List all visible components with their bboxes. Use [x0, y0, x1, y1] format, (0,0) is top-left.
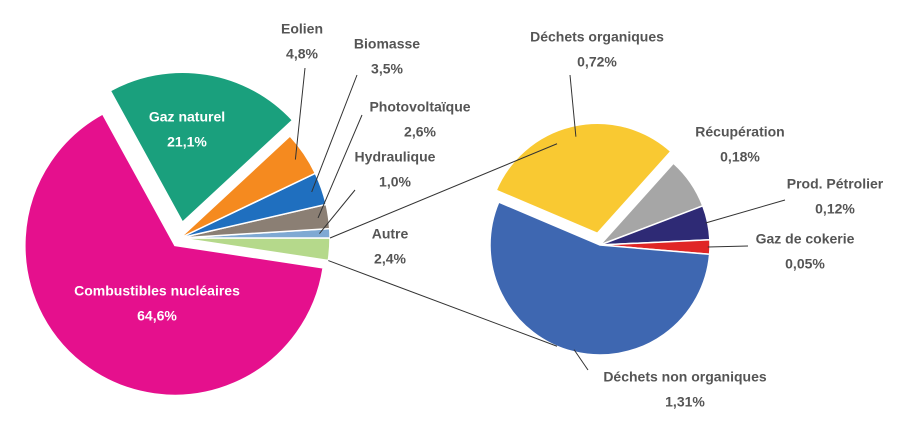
slice-label: Eolien — [281, 21, 323, 37]
connector-line — [328, 260, 558, 347]
slice-label: Photovoltaïque — [369, 99, 470, 115]
slice-value-label: 3,5% — [371, 61, 403, 77]
pie-slice — [109, 71, 294, 224]
slice-value-label: 4,8% — [286, 46, 318, 62]
slice-label: Hydraulique — [355, 149, 436, 165]
slice-value-label: 2,4% — [374, 251, 406, 267]
slice-label: Déchets organiques — [530, 29, 664, 45]
slice-label: Prod. Pétrolier — [787, 176, 884, 192]
slice-label: Biomasse — [354, 36, 420, 52]
slice-label: Gaz de cokerie — [756, 231, 855, 247]
slice-label: Récupération — [695, 124, 784, 140]
slice-value-label: 0,18% — [720, 149, 760, 165]
slice-label: Autre — [372, 226, 409, 242]
connector-line — [329, 143, 558, 239]
leader-line — [707, 245, 749, 248]
leader-line — [311, 74, 358, 193]
leader-line — [705, 199, 786, 224]
slice-label: Combustibles nucléaires — [74, 283, 240, 299]
slice-value-label: 1,31% — [665, 394, 705, 410]
leader-line — [317, 114, 363, 219]
slice-value-label: 21,1% — [167, 134, 207, 150]
slice-label: Gaz naturel — [149, 109, 225, 125]
pie-slice — [179, 134, 317, 239]
slice-value-label: 0,05% — [785, 256, 825, 272]
slice-value-label: 2,6% — [404, 124, 436, 140]
slice-value-label: 0,72% — [577, 54, 617, 70]
slice-label: Déchets non organiques — [603, 369, 767, 385]
slice-value-label: 64,6% — [137, 308, 177, 324]
leader-line — [319, 189, 356, 234]
leader-line — [573, 349, 589, 371]
slice-value-label: 1,0% — [379, 174, 411, 190]
pie-slice — [24, 112, 325, 397]
slice-value-label: 0,12% — [815, 201, 855, 217]
leader-line — [294, 67, 306, 160]
pie-slice — [489, 201, 711, 356]
leader-line — [569, 74, 577, 137]
